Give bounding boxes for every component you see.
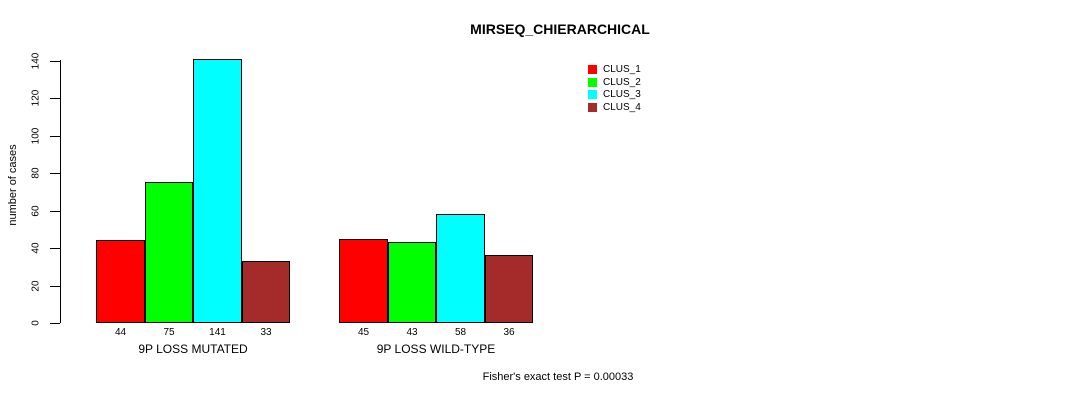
group-label: 9P LOSS MUTATED: [138, 342, 248, 356]
bar-value-label: 43: [406, 327, 418, 338]
legend-swatch-clus_2: [588, 77, 597, 87]
bar-clus_3: [193, 59, 242, 323]
y-tick-label: 120: [30, 89, 42, 107]
bar-value-label: 45: [357, 327, 370, 338]
bar-clus_2: [388, 242, 436, 323]
legend-label: CLUS_3: [603, 89, 641, 100]
y-tick-label: 60: [30, 205, 42, 217]
y-axis-label: number of cases: [7, 144, 19, 226]
y-tick-label: 80: [30, 167, 42, 179]
y-tick: [50, 323, 60, 324]
bar-clus_2: [145, 182, 193, 323]
y-tick-label: 40: [30, 242, 42, 254]
y-tick: [50, 248, 60, 249]
y-tick: [50, 173, 60, 174]
y-tick: [50, 211, 60, 212]
legend-label: CLUS_1: [603, 64, 641, 75]
bar-value-label: 58: [454, 327, 467, 338]
bar-clus_3: [436, 214, 485, 323]
bar-value-label: 44: [114, 327, 127, 338]
y-tick-label: 20: [30, 280, 42, 292]
bar-value-label: 75: [163, 327, 175, 338]
chart-title: MIRSEQ_CHIERARCHICAL: [470, 21, 650, 37]
bar-value-label: 141: [209, 327, 226, 338]
y-tick-label: 0: [30, 320, 42, 326]
bar-clus_4: [485, 255, 533, 323]
y-axis-line: [60, 60, 61, 323]
bar-clus_4: [242, 261, 290, 323]
y-tick: [50, 98, 60, 99]
bar-value-label: 33: [260, 327, 272, 338]
group-label: 9P LOSS WILD-TYPE: [376, 342, 496, 356]
legend-swatch-clus_1: [588, 65, 597, 74]
legend-label: CLUS_2: [603, 76, 641, 88]
y-tick-label: 140: [30, 52, 42, 70]
bar-value-label: 36: [503, 327, 515, 338]
legend-swatch-clus_3: [588, 90, 597, 99]
bar-clus_1: [339, 239, 388, 323]
y-tick: [50, 61, 60, 62]
bar-clus_1: [96, 240, 145, 323]
y-tick: [50, 136, 60, 137]
annotation-text: Fisher's exact test P = 0.00033: [482, 371, 634, 383]
y-tick: [50, 286, 60, 287]
legend-swatch-clus_4: [588, 102, 597, 112]
y-tick-label: 100: [30, 127, 42, 145]
legend-label: CLUS_4: [603, 101, 641, 113]
